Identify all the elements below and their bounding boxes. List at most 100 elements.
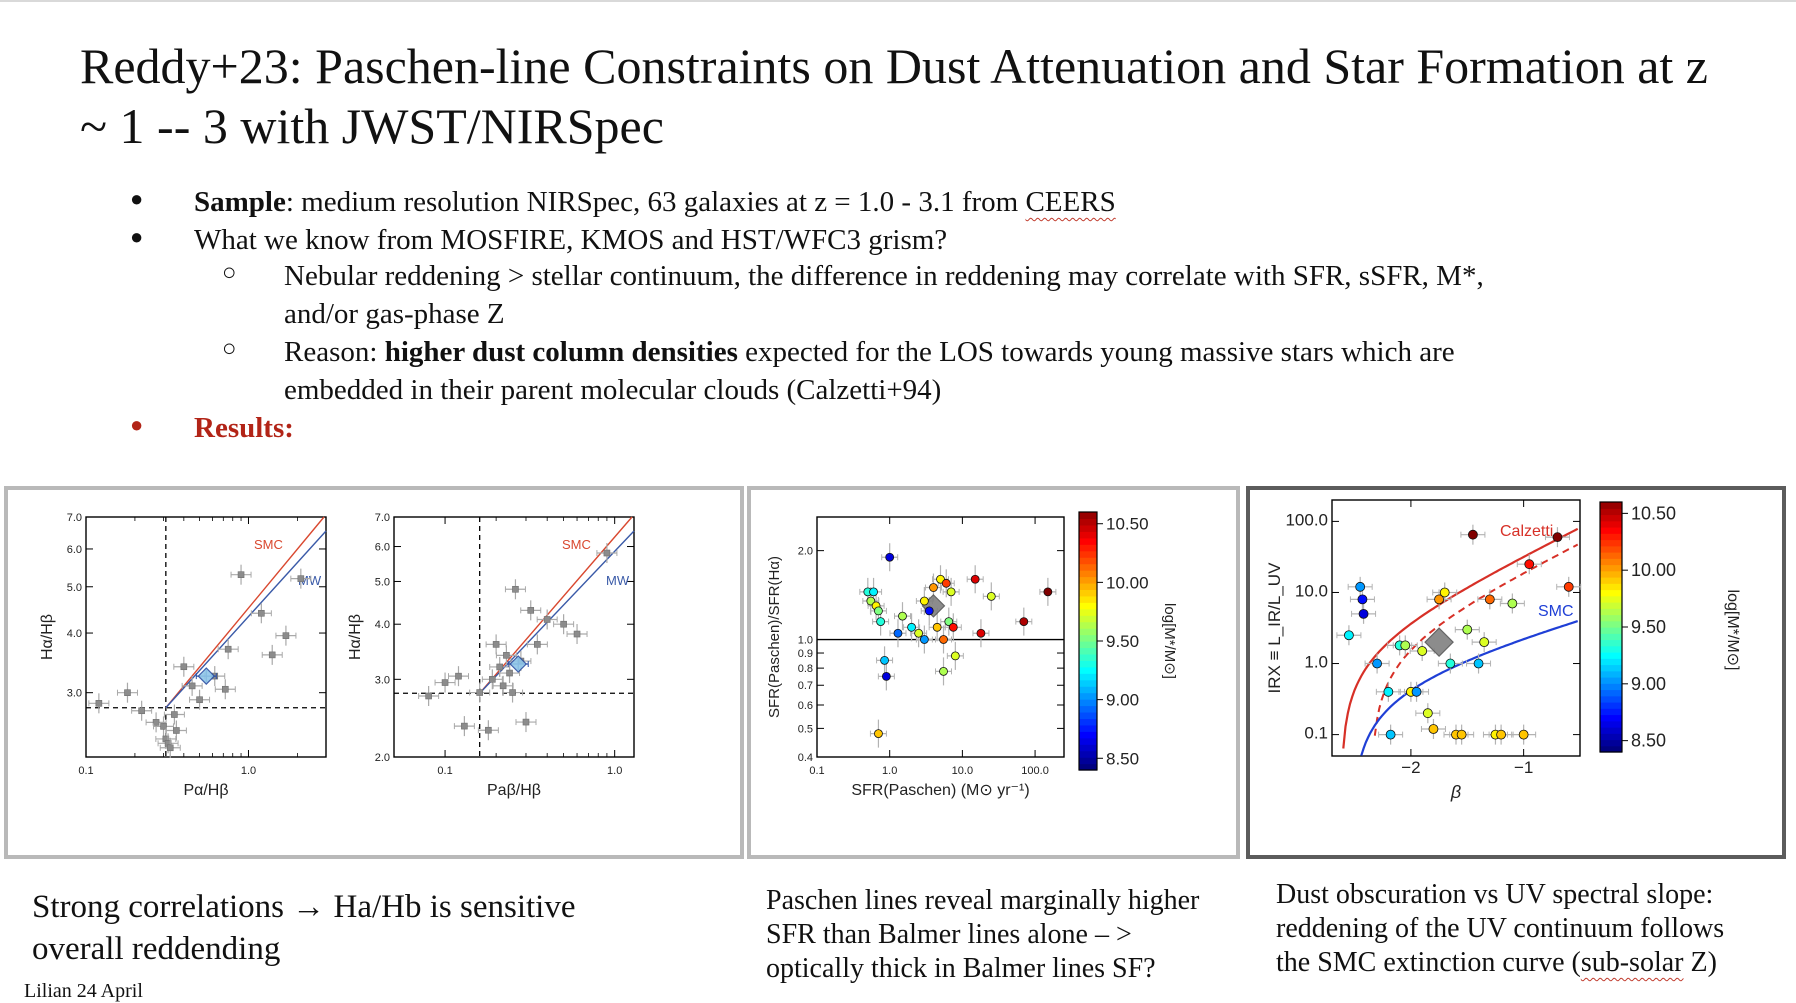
subbullet-reason-line2: embedded in their parent molecular cloud… (284, 374, 942, 406)
plot-frame (1331, 499, 1581, 757)
colorbar-segment (1600, 589, 1622, 597)
figure-panel-balmer-paschen: 3.0 4.0 5.0 6.0 7.0 0.1 1.0 SMC MW Pα/Hβ Hα/Hβ 2.0 3… (4, 486, 744, 859)
colorbar-segment (1600, 552, 1622, 559)
data-point (224, 645, 232, 653)
chart-balmer-paschen: 3.0 4.0 5.0 6.0 7.0 0.1 1.0 SMC MW Pα/Hβ Hα/Hβ 2.0 3… (39, 512, 635, 799)
bullet-dot: ● (130, 412, 144, 437)
x-axis-label: Pα/Hβ (183, 782, 228, 799)
y-tick-label: 0.1 (1304, 724, 1328, 743)
x-tick-label: −1 (1514, 758, 1533, 777)
data-point (1355, 581, 1366, 592)
data-point (1484, 594, 1495, 605)
colorbar-segment (1079, 621, 1097, 629)
colorbar-segment (1079, 647, 1097, 655)
colorbar-segment (1600, 670, 1622, 678)
subbullet-circle: ○ (222, 336, 237, 362)
colorbar-segment (1079, 595, 1097, 603)
colorbar-tick-label: 9.50 (1631, 617, 1666, 637)
data-point (1428, 724, 1439, 734)
data-point (948, 622, 958, 632)
colorbar-segment (1600, 720, 1622, 728)
caption-line: overall reddending (32, 931, 281, 967)
x-tick-label: 1.0 (882, 765, 897, 777)
caption-line: SFR than Balmer lines alone – > (766, 919, 1132, 950)
data-point (919, 635, 929, 644)
bullet-sample-text: : medium resolution NIRSpec, 63 galaxies… (285, 186, 1026, 218)
data-point (1496, 729, 1506, 740)
caption-correlations: Strong correlations → Ha/Hb is sensitive… (32, 886, 692, 970)
subbullet-reason-pre: Reason: (284, 336, 385, 368)
data-point (512, 585, 519, 593)
slide-title: Reddy+23: Paschen-line Constraints on Du… (80, 38, 1708, 154)
data-point (1524, 559, 1535, 570)
colorbar-segment (1600, 627, 1622, 634)
colorbar-segment (1079, 724, 1097, 732)
colorbar-segment (1079, 524, 1097, 532)
y-tick-label: 0.6 (798, 700, 813, 712)
data-point (522, 718, 530, 726)
colorbar-segment (1079, 711, 1097, 719)
colorbar-segment (1079, 686, 1097, 694)
data-point (1411, 686, 1422, 697)
mw-label: MW (606, 573, 630, 588)
colorbar-segment (1079, 673, 1097, 681)
caption-irx: Dust obscuration vs UV spectral slope: r… (1276, 878, 1776, 980)
y-axis-label: Hα/Hβ (347, 614, 364, 660)
data-point (509, 689, 516, 696)
data-point (455, 672, 462, 680)
y-tick-label: 2.0 (798, 546, 813, 558)
data-point (180, 663, 188, 671)
colorbar-segment (1600, 702, 1622, 709)
footer-author-date: Lilian 24 April (24, 980, 143, 1002)
mw-curve (165, 530, 327, 709)
data-point (268, 651, 276, 659)
colorbar-segment (1079, 705, 1097, 713)
data-point (160, 723, 167, 730)
colorbar-segment (1600, 539, 1622, 547)
data-point (152, 719, 160, 726)
data-point (932, 622, 942, 632)
colorbar-segment (1079, 757, 1097, 765)
data-point (188, 682, 196, 690)
data-point (874, 606, 883, 616)
data-point (221, 685, 229, 693)
data-point (543, 616, 551, 623)
subbullet-reason-rest: expected for the LOS towards young massi… (737, 336, 1455, 368)
colorbar-segment (1079, 641, 1097, 649)
data-point (499, 682, 507, 690)
bullet-sample-bold: Sample (194, 186, 286, 218)
data-point (944, 617, 954, 626)
colorbar-segment (1079, 660, 1097, 668)
bullet-dot: ● (130, 186, 144, 211)
colorbar-segment (1079, 615, 1097, 623)
data-point (258, 609, 265, 617)
data-point (924, 606, 934, 616)
data-point (1468, 529, 1478, 540)
colorbar-tick-label: 9.00 (1106, 691, 1139, 710)
y-tick-label: 3.0 (67, 688, 82, 700)
colorbar-label: log[M*/M⊙] (1161, 603, 1178, 679)
data-point (492, 641, 500, 648)
data-point (1383, 686, 1394, 697)
colorbar-tick-label: 8.50 (1106, 749, 1139, 768)
data-point (1385, 729, 1396, 740)
smc-curve (1360, 620, 1579, 756)
colorbar-segment (1600, 520, 1622, 528)
smc-curve (165, 516, 325, 709)
colorbar-tick-label: 9.50 (1106, 632, 1139, 651)
data-point (907, 622, 916, 632)
y-tick-label: 0.5 (798, 723, 813, 735)
colorbar-segment (1600, 695, 1622, 703)
data-point (1417, 646, 1428, 656)
colorbar-segment (1079, 718, 1097, 726)
colorbar-segment (1600, 677, 1622, 684)
colorbar-segment (1600, 545, 1622, 553)
data-point (1518, 729, 1529, 740)
colorbar-segment (1600, 558, 1622, 566)
colorbar-segment (1079, 666, 1097, 674)
data-point (1422, 708, 1433, 719)
subbullet-nebular-line1: Nebular reddening > stellar continuum, t… (284, 260, 1484, 292)
colorbar-segment (1079, 763, 1097, 771)
plot-frame (393, 516, 635, 758)
colorbar-segment (1079, 653, 1097, 661)
